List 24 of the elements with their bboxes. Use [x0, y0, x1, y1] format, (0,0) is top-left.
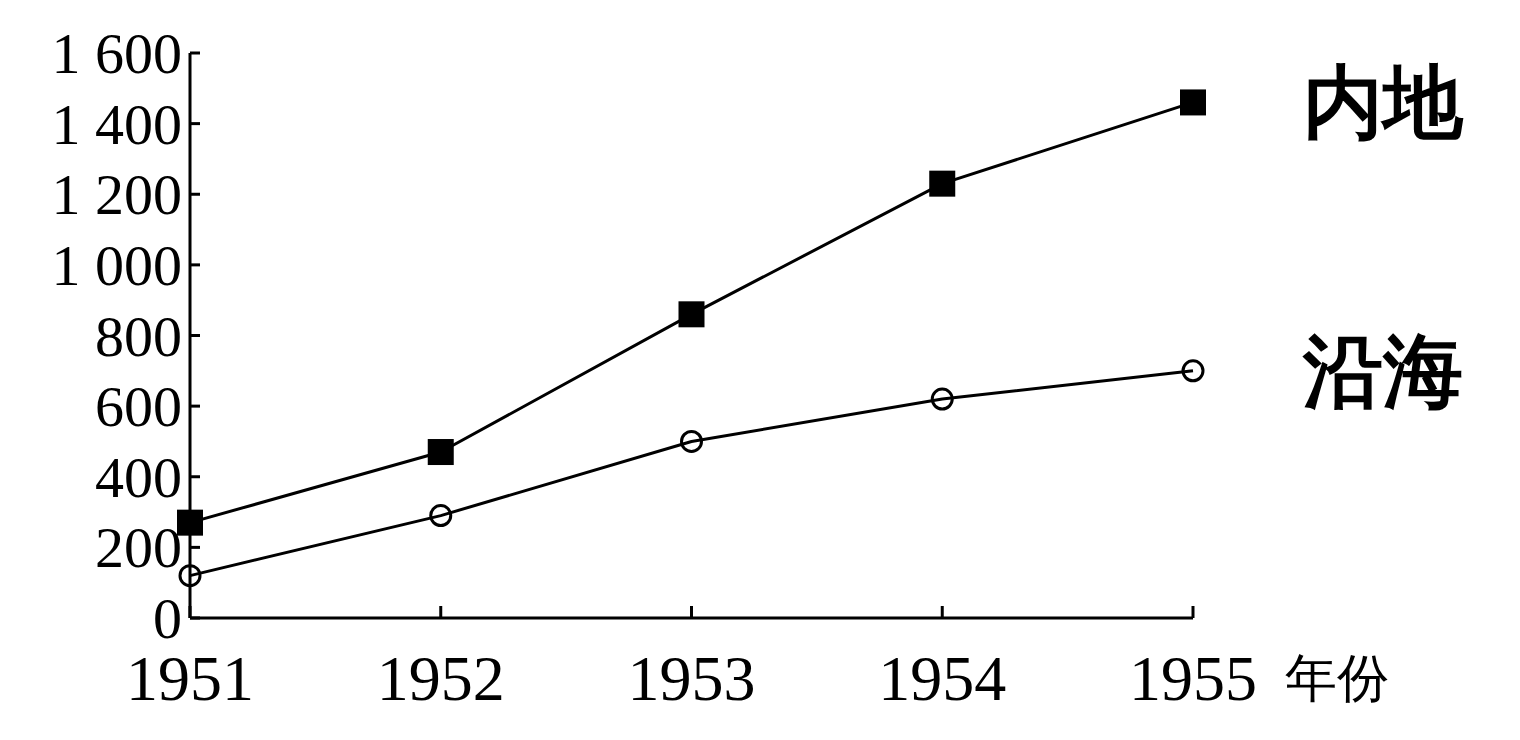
y-tick-label: 1 200	[51, 162, 182, 228]
point	[1180, 89, 1206, 116]
y-tick-label: 800	[95, 303, 182, 369]
point	[929, 170, 956, 197]
x-tick-label: 1955	[1129, 643, 1257, 714]
y-tick-label: 400	[95, 444, 182, 510]
y-tick-label: 1 400	[51, 91, 182, 157]
point	[1181, 359, 1205, 383]
x-tick-label: 1954	[878, 643, 1007, 714]
point	[680, 429, 703, 453]
point	[427, 439, 454, 466]
y-tick-label: 1 000	[51, 232, 182, 298]
x-axis-title: 年份	[1285, 650, 1389, 707]
series-label: 内地	[1303, 59, 1464, 148]
point	[930, 387, 954, 411]
y-tick-label: 200	[95, 515, 182, 581]
point	[678, 301, 705, 328]
y-tick-label: 1 600	[51, 21, 182, 86]
x-tick-label: 1953	[627, 643, 756, 714]
y-tick-label: 600	[95, 374, 182, 440]
point	[429, 504, 453, 528]
point	[178, 564, 202, 588]
x-tick-label: 1952	[376, 643, 505, 714]
series-label: 沿海	[1302, 327, 1463, 416]
